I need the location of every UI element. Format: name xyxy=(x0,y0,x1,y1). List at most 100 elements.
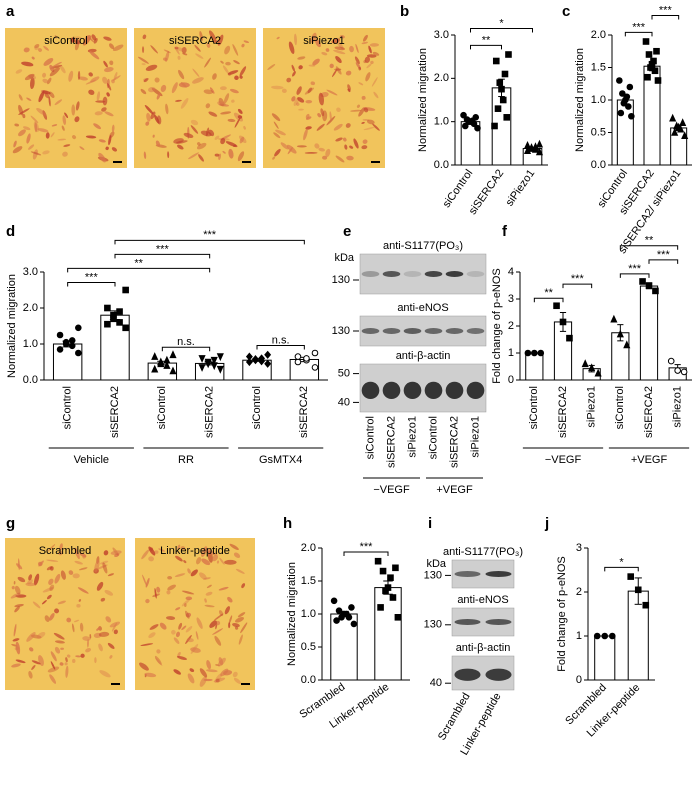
cell xyxy=(196,142,207,150)
cell xyxy=(59,543,63,551)
cell xyxy=(237,612,246,618)
cell xyxy=(184,603,187,608)
y-tick-label: 1 xyxy=(576,630,582,642)
cell xyxy=(57,600,66,605)
cell xyxy=(195,631,199,640)
significance-label: *** xyxy=(657,249,671,261)
cell xyxy=(335,155,345,163)
cell xyxy=(316,123,325,131)
cell xyxy=(54,99,63,106)
cell xyxy=(108,134,112,146)
cell xyxy=(314,143,320,149)
data-point xyxy=(56,346,64,353)
cell xyxy=(174,46,179,50)
cell xyxy=(350,109,362,112)
significance-label: * xyxy=(619,556,624,568)
cell xyxy=(216,620,221,626)
cell xyxy=(190,643,199,654)
y-tick-label: 0 xyxy=(508,374,514,386)
cell xyxy=(93,38,98,44)
cell xyxy=(358,66,362,71)
cell xyxy=(199,676,207,687)
cell xyxy=(80,653,85,658)
cell xyxy=(181,625,187,631)
cell xyxy=(173,637,180,644)
data-point xyxy=(644,73,651,81)
cell xyxy=(303,128,308,141)
cell xyxy=(220,138,226,145)
cell xyxy=(194,44,201,52)
y-tick-label: 0.5 xyxy=(591,126,606,138)
cell xyxy=(103,60,108,68)
micrograph-label: Linker-peptide xyxy=(160,545,230,557)
cell xyxy=(296,145,307,148)
data-point xyxy=(151,352,159,360)
band xyxy=(382,271,401,277)
cell xyxy=(312,58,320,66)
x-tick-label: siControl xyxy=(251,386,263,429)
data-point xyxy=(645,282,653,289)
cell xyxy=(100,597,106,602)
cell xyxy=(91,34,97,41)
mw-marker: 40 xyxy=(338,396,350,408)
cell xyxy=(15,69,23,74)
cell xyxy=(296,86,302,95)
cell xyxy=(105,616,112,623)
cell xyxy=(197,142,201,146)
y-tick-label: 4 xyxy=(508,266,514,278)
cell xyxy=(103,550,109,556)
cell xyxy=(54,573,61,584)
data-point xyxy=(75,349,82,357)
cell xyxy=(209,87,215,94)
cell xyxy=(271,113,281,122)
band xyxy=(445,271,464,277)
cell xyxy=(43,45,49,51)
data-point xyxy=(264,350,272,359)
band xyxy=(403,381,422,400)
significance-bracket xyxy=(619,273,650,278)
cell xyxy=(146,112,151,122)
band xyxy=(466,381,485,400)
y-tick-label: 2.0 xyxy=(591,29,606,41)
lane-label: siSERCA2 xyxy=(448,416,460,468)
cell xyxy=(190,569,198,577)
cell xyxy=(33,121,40,133)
cell xyxy=(294,33,297,46)
cell xyxy=(329,63,334,69)
cell xyxy=(28,74,36,80)
cell xyxy=(355,43,359,54)
data-point xyxy=(623,340,631,349)
group-label: −VEGF xyxy=(545,454,582,466)
data-point xyxy=(169,350,177,359)
cell xyxy=(93,123,102,130)
cell xyxy=(74,39,81,45)
cell xyxy=(184,610,190,619)
cell xyxy=(150,45,159,54)
cell xyxy=(372,51,380,56)
cell xyxy=(203,89,213,95)
micrograph xyxy=(5,28,127,168)
data-point xyxy=(627,573,635,580)
data-point xyxy=(667,357,675,365)
cell xyxy=(331,69,338,78)
cell xyxy=(362,119,370,121)
cell xyxy=(17,129,26,137)
cell xyxy=(42,587,54,593)
cell xyxy=(48,91,55,98)
band xyxy=(361,381,380,400)
micrograph-label: Scrambled xyxy=(39,545,92,557)
cell xyxy=(34,45,39,51)
cell xyxy=(363,126,375,131)
cell xyxy=(79,552,87,558)
cell xyxy=(232,671,238,678)
band xyxy=(424,381,443,400)
cell xyxy=(89,51,100,60)
data-point xyxy=(104,304,111,312)
cell xyxy=(192,77,204,84)
cell xyxy=(31,660,41,665)
data-point xyxy=(264,359,272,368)
significance-label: n.s. xyxy=(177,336,195,348)
data-point xyxy=(163,355,171,364)
cell xyxy=(177,651,181,657)
data-point xyxy=(498,85,505,93)
